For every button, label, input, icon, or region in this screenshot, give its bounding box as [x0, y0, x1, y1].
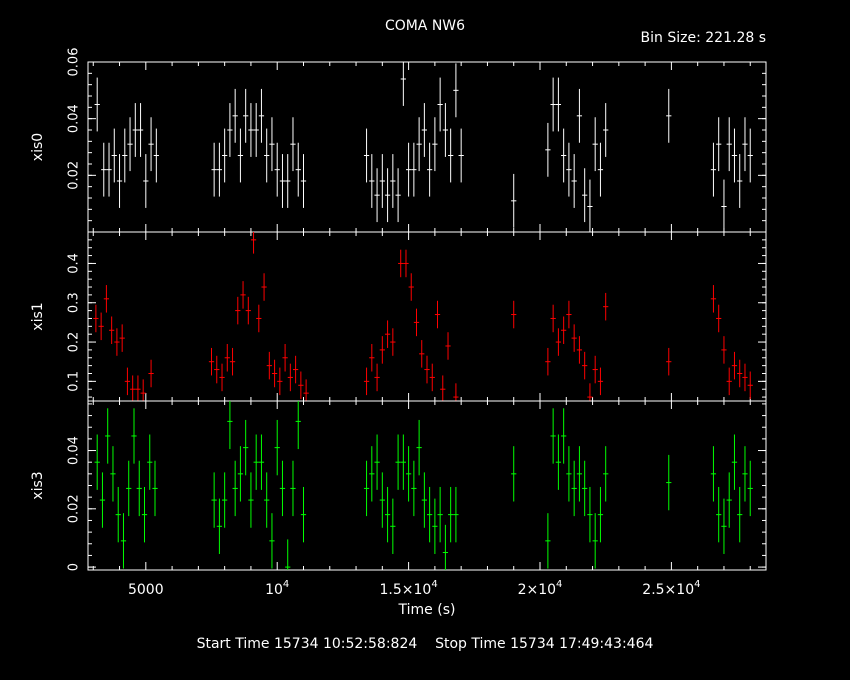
- start-time-value: 15734 10:52:58:824: [273, 636, 418, 652]
- y-tick-label: 0.2: [67, 332, 82, 353]
- y-tick-label: 0.06: [67, 48, 82, 77]
- y-axis-label-xis0: xis0: [30, 133, 46, 161]
- bin-size-label: Bin Size: 221.28 s: [640, 30, 766, 46]
- x-tick-label: 1.5×104: [380, 579, 438, 598]
- start-time-label: Start Time: [196, 636, 270, 652]
- x-tick-label: 104: [265, 579, 289, 598]
- y-tick-label: 0.02: [67, 161, 82, 190]
- y-tick-label: 0.3: [67, 292, 82, 313]
- y-tick-label: 0: [67, 563, 82, 571]
- x-tick-label: 5000: [128, 582, 164, 598]
- panel-frame-xis0: [87, 61, 767, 233]
- time-range-footer: Start Time 15734 10:52:58:824 Stop Time …: [0, 636, 850, 652]
- stop-time-label: Stop Time: [435, 636, 506, 652]
- x-axis-label: Time (s): [398, 602, 456, 618]
- y-axis-label-xis3: xis3: [30, 471, 46, 499]
- y-tick-label: 0.04: [67, 436, 82, 465]
- y-tick-label: 0.04: [67, 104, 82, 133]
- x-tick-label: 2×104: [518, 579, 563, 598]
- panel-frame-xis3: [87, 400, 767, 571]
- y-axis-label-xis1: xis1: [30, 302, 46, 330]
- y-tick-label: 0.1: [67, 371, 82, 392]
- y-tick-label: 0.4: [67, 253, 82, 274]
- y-tick-label: 0.02: [67, 494, 82, 523]
- plot-title: COMA NW6: [384, 18, 466, 34]
- x-tick-label: 2.5×104: [642, 579, 700, 598]
- stop-time-value: 15734 17:49:43:464: [510, 636, 654, 652]
